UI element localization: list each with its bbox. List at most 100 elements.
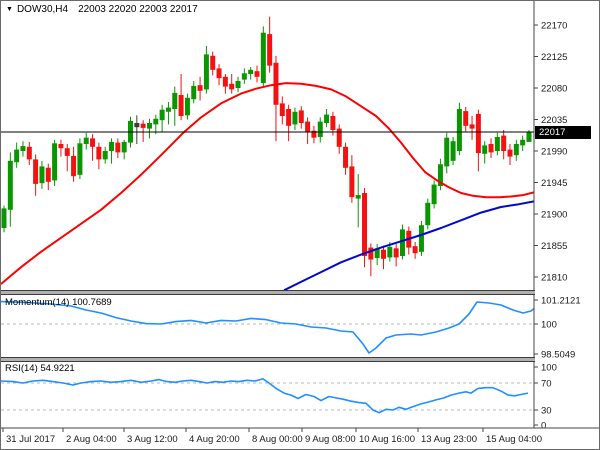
momentum-value: 100.7689 — [72, 297, 112, 308]
symbol-period-label: DOW30,H4 — [16, 4, 69, 15]
candle — [381, 249, 386, 259]
price-tick-label: 22035 — [541, 115, 567, 126]
candle — [488, 144, 494, 153]
candle — [399, 229, 405, 256]
candle — [96, 146, 102, 160]
candle — [298, 110, 304, 123]
candle — [197, 85, 203, 91]
candle — [134, 123, 140, 128]
candle — [387, 246, 393, 258]
candle — [222, 76, 228, 87]
candle — [513, 144, 519, 156]
price-scale[interactable] — [534, 1, 600, 428]
candle — [26, 146, 32, 160]
candle — [330, 116, 336, 130]
candle — [235, 81, 241, 88]
time-tick-label[interactable]: 31 Jul 2017 — [6, 434, 55, 445]
indicator-tick-label: 100 — [541, 363, 557, 374]
time-tick-label[interactable]: 8 Aug 00:00 — [252, 434, 303, 445]
rsi-line — [1, 378, 529, 414]
candle — [520, 139, 526, 146]
candle — [482, 145, 488, 154]
candle — [1, 208, 7, 228]
rsi-indicator-label: RSI(14) 54.9221 — [5, 363, 75, 374]
candle — [254, 71, 260, 77]
candle — [20, 146, 26, 151]
time-scale[interactable] — [1, 428, 600, 450]
candle — [178, 95, 184, 116]
price-tick-label: 22080 — [541, 84, 567, 95]
time-tick-label[interactable]: 4 Aug 20:00 — [189, 434, 240, 445]
candle — [203, 54, 209, 90]
candle — [229, 83, 235, 90]
candle — [374, 248, 380, 259]
candle — [172, 92, 178, 109]
candle — [140, 123, 146, 128]
momentum-line — [1, 300, 535, 354]
momentum-name: Momentum(14) — [5, 297, 70, 308]
candle — [412, 246, 418, 254]
candle — [7, 160, 13, 210]
rsi-value: 54.9221 — [40, 363, 75, 374]
candle — [425, 202, 431, 226]
candle — [450, 141, 456, 161]
momentum-panel[interactable] — [1, 295, 534, 357]
ma-red-line — [1, 82, 535, 285]
candle — [210, 55, 216, 70]
candle — [102, 151, 108, 160]
price-tick-label: 21810 — [541, 273, 567, 284]
candle — [14, 149, 20, 163]
candle — [241, 73, 247, 80]
candle — [507, 149, 513, 157]
ma-blue-line — [283, 200, 535, 292]
time-tick-label[interactable]: 9 Aug 08:00 — [305, 434, 356, 445]
candle — [191, 85, 197, 100]
panel-separator-main-momentum[interactable] — [1, 290, 535, 295]
candle — [77, 143, 83, 175]
candle — [444, 137, 450, 167]
candle — [475, 113, 481, 154]
candle — [292, 111, 298, 125]
price-tick-label: 22170 — [541, 21, 567, 32]
write-protect-icon: ▼ — [6, 6, 13, 13]
time-tick-label[interactable]: 13 Aug 23:00 — [421, 434, 477, 445]
current-price-tag: 22017 — [535, 126, 591, 139]
candle — [115, 142, 121, 153]
price-tick-label: 21855 — [541, 241, 567, 252]
chart-title: ▼ DOW30,H4 22003 22020 22003 22017 — [6, 4, 198, 15]
time-tick-label[interactable]: 3 Aug 12:00 — [127, 434, 178, 445]
candle — [336, 128, 342, 147]
candle — [71, 155, 77, 177]
candle — [165, 107, 171, 112]
time-tick-label[interactable]: 10 Aug 16:00 — [359, 434, 415, 445]
price-tick-label: 21900 — [541, 210, 567, 221]
candle — [324, 114, 330, 123]
candle — [58, 144, 64, 149]
candle — [279, 103, 285, 116]
rsi-name: RSI(14) — [5, 363, 38, 374]
candle — [216, 68, 222, 79]
time-tick-label[interactable]: 2 Aug 04:00 — [66, 434, 117, 445]
candle — [153, 118, 159, 125]
candle — [64, 148, 70, 156]
candle — [33, 159, 39, 184]
time-tick-label[interactable]: 15 Aug 04:00 — [486, 434, 542, 445]
candle — [109, 141, 115, 151]
indicator-tick-label: 100 — [541, 320, 557, 331]
candle — [494, 137, 500, 151]
candle — [431, 184, 437, 205]
price-tick-label: 22125 — [541, 52, 567, 63]
rsi-panel[interactable] — [1, 362, 534, 428]
candle — [121, 141, 127, 153]
candle — [368, 247, 374, 260]
candle — [349, 166, 355, 198]
candle — [267, 34, 273, 66]
indicator-tick-label: 70 — [541, 379, 552, 390]
candle — [526, 132, 532, 142]
candle — [248, 69, 254, 74]
candle — [355, 195, 361, 199]
panel-separator-momentum-rsi[interactable] — [1, 357, 535, 362]
indicator-tick-label: 98.5049 — [541, 349, 575, 360]
